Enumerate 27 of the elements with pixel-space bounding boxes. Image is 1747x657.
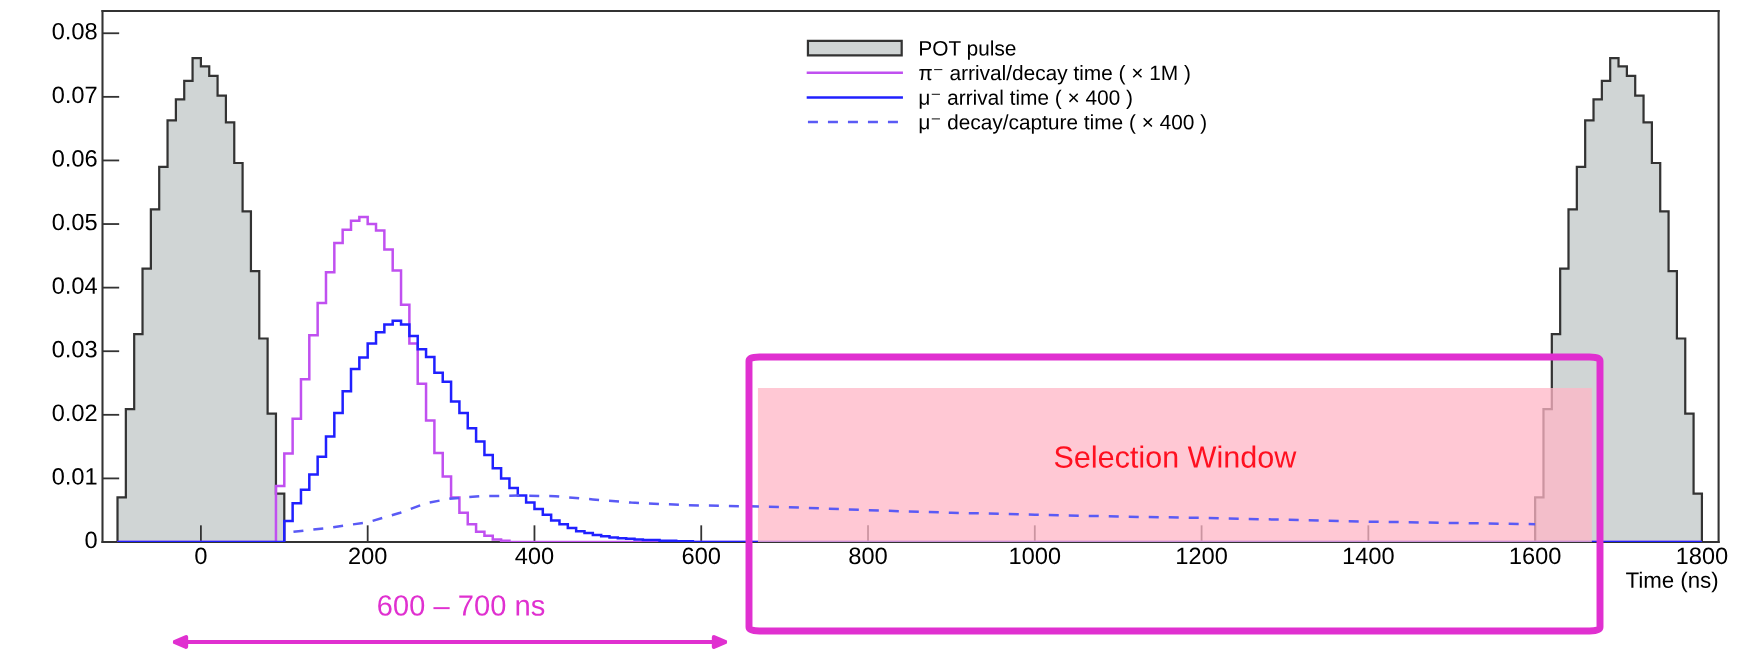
x-axis-title: Time (ns): [1626, 571, 1718, 593]
y-tick-label: 0.07: [52, 86, 97, 104]
x-tick-label: 200: [349, 547, 387, 565]
y-tick-label: 0.06: [52, 150, 97, 167]
x-tick-label: 1000: [1010, 547, 1061, 565]
x-tick-label: 0: [195, 547, 207, 565]
x-tick-label: 1200: [1177, 547, 1227, 565]
y-tick-label: 0.02: [52, 404, 97, 422]
y-tick-label: 0.03: [52, 340, 97, 358]
x-tick-label: 1800: [1677, 547, 1728, 565]
x-tick-label: 1600: [1510, 547, 1561, 565]
x-tick-label: 400: [515, 547, 554, 565]
x-tick-label: 1400: [1343, 547, 1394, 565]
legend-label: μ⁻ decay/capture time ( × 400 ): [919, 114, 1206, 134]
legend-label: π⁻ arrival/decay time ( × 1M ): [919, 65, 1190, 85]
y-tick-label: 0.05: [52, 213, 97, 231]
line-series: [292, 494, 1537, 534]
y-tick-label: 0.08: [52, 22, 97, 40]
y-tick-label: 0.04: [52, 277, 97, 294]
text: 600 – 700 ns: [378, 595, 545, 616]
y-tick-label: 0.01: [52, 468, 97, 485]
band-label: Selection Window: [1054, 445, 1297, 468]
x-tick-label: 800: [849, 547, 887, 565]
y-tick-label: 0: [85, 531, 97, 549]
legend-label: μ⁻ arrival time ( × 400 ): [919, 89, 1132, 110]
legend-label: POT pulse: [920, 40, 1016, 60]
x-tick-label: 600: [682, 547, 721, 565]
